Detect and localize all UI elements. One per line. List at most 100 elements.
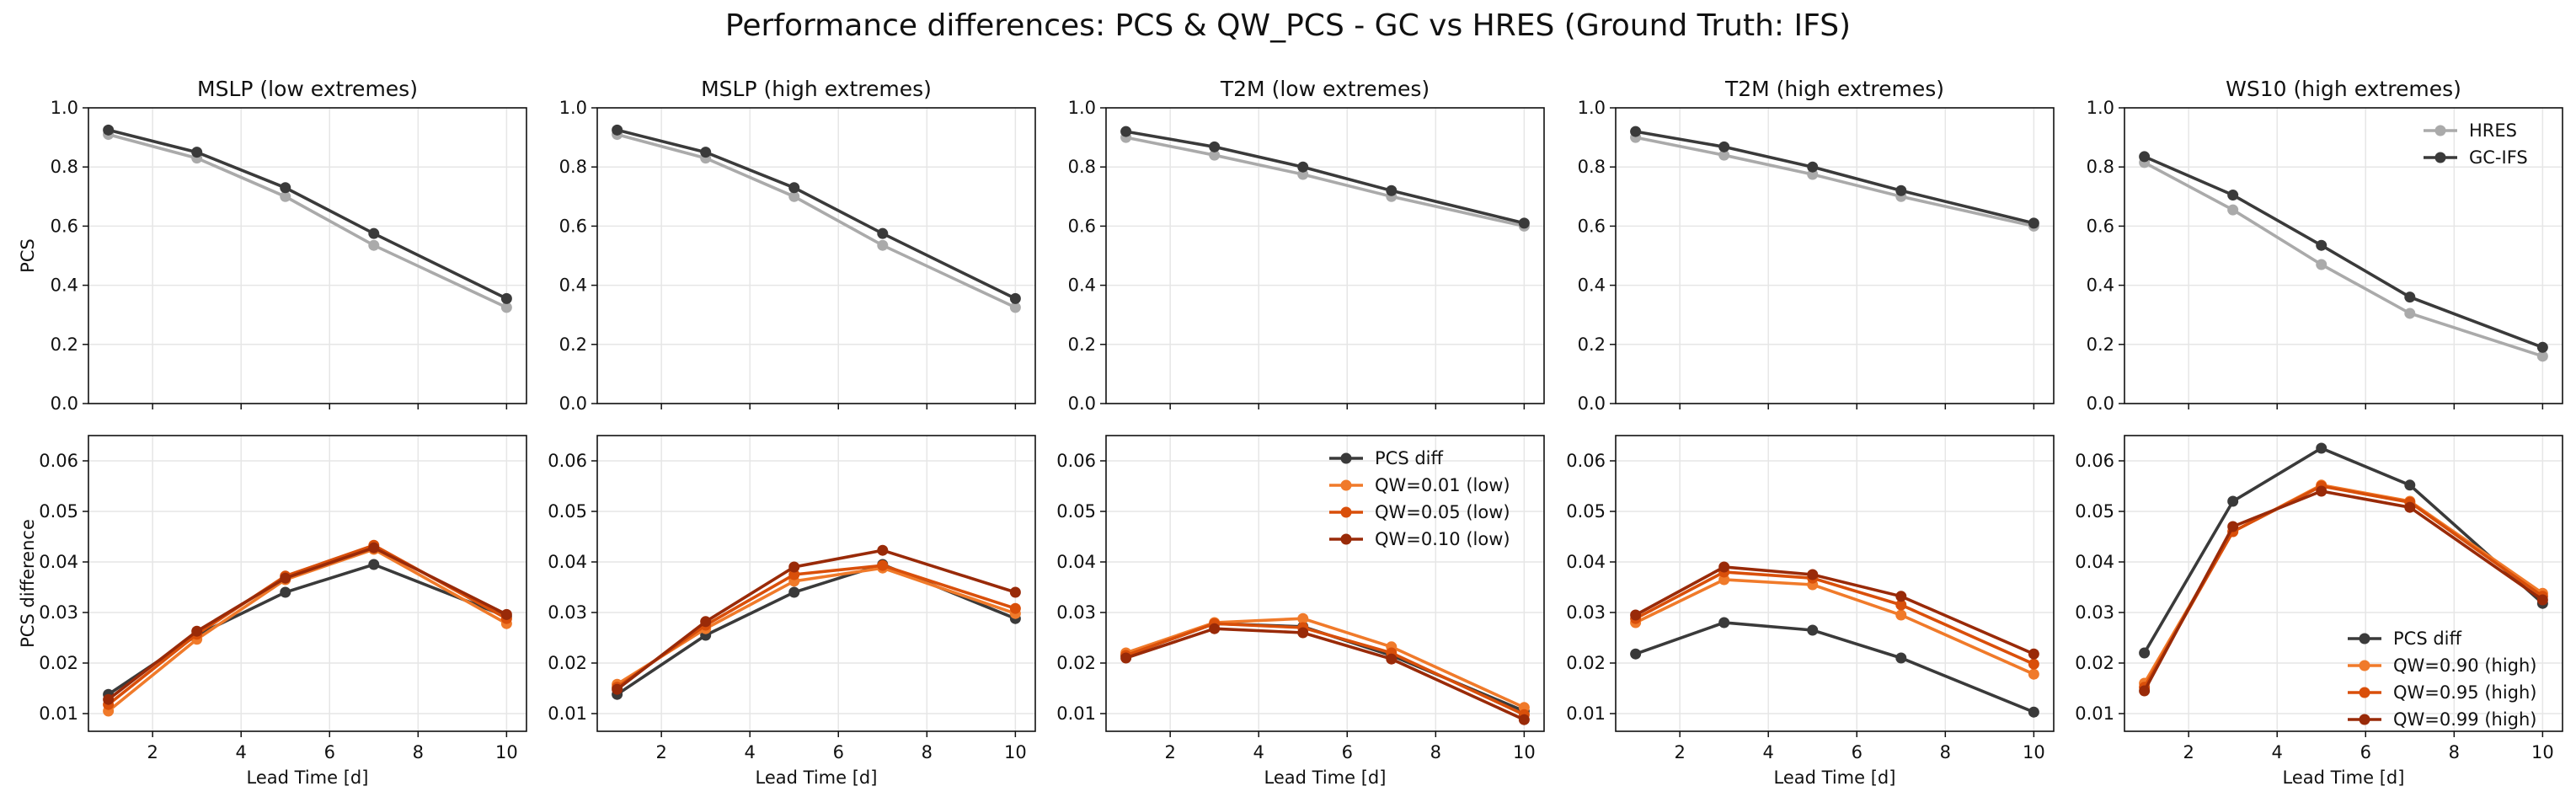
data-point-pcs_diff [2227, 495, 2239, 507]
x-tick-label: 6 [833, 742, 844, 762]
legend-swatch-marker [1340, 452, 1352, 464]
y-tick-label: 0.03 [39, 602, 78, 623]
data-point-qw2 [877, 559, 889, 571]
legend-entry-label: QW=0.05 (low) [1375, 502, 1510, 522]
x-tick-label: 10 [1004, 742, 1027, 762]
y-tick-label: 0.2 [51, 334, 78, 355]
series-line-qw3 [1125, 627, 1526, 721]
series-line-gc [1125, 130, 1525, 225]
data-point-gc [788, 182, 800, 194]
x-tick-label: 8 [413, 742, 424, 762]
data-point-gc [700, 147, 712, 158]
y-tick-label: 0.6 [2087, 216, 2114, 236]
data-point-gc [1386, 185, 1398, 196]
y-tick-label: 0.2 [1068, 334, 1096, 355]
data-point-qw3 [1718, 561, 1730, 573]
panel-top-4: 0.0 0.2 0.4 0.6 0.8 1.0 T2M (high extremes) [1578, 77, 2055, 414]
data-point-gc [2316, 239, 2327, 251]
legend-entry-label: QW=0.95 (high) [2393, 682, 2537, 703]
x-tick-label: 10 [2023, 742, 2045, 762]
data-point-gc [191, 147, 203, 158]
panel-bottom-3: 0.01 0.02 0.03 0.04 0.05 0.06 2 4 6 8 10 Lead Time … [1056, 435, 1545, 788]
data-point-hres [368, 239, 380, 251]
panel-top-1: 0.0 0.2 0.4 0.6 0.8 1.0 MSLP (low extremes) PCS [18, 77, 527, 414]
data-point-gc [1120, 126, 1132, 137]
data-point-qw2 [1895, 599, 1907, 611]
data-point-hres [788, 190, 800, 202]
data-point-qw3 [368, 542, 380, 554]
legend-entry-label: HRES [2469, 120, 2517, 141]
series-line-pcs_diff [616, 563, 1017, 696]
data-point-qw3 [103, 693, 115, 705]
y-tick-label: 0.6 [1578, 216, 1606, 236]
panel-title: WS10 (high extremes) [2226, 77, 2461, 101]
data-point-pcs_diff [1807, 624, 1819, 636]
data-point-qw3 [1120, 652, 1132, 664]
data-point-qw3 [191, 625, 203, 637]
y-tick-label: 0.04 [1566, 552, 1606, 572]
y-tick-label: 0.06 [1056, 451, 1096, 471]
data-point-qw3 [500, 608, 512, 620]
data-point-qw3 [877, 544, 889, 556]
legend-swatch-marker [1340, 506, 1352, 518]
legend-swatch-marker [2434, 152, 2446, 163]
x-tick-label: 2 [1674, 742, 1685, 762]
data-point-gc [2536, 341, 2548, 353]
legend-entry-label: QW=0.10 (low) [1375, 529, 1510, 549]
x-axis-label: Lead Time [d] [1264, 768, 1387, 788]
data-point-gc [1718, 141, 1730, 152]
data-point-qw3 [2316, 485, 2327, 497]
legend-entry-label: PCS diff [2393, 629, 2461, 649]
data-point-pcs_diff [1895, 652, 1907, 664]
legend-swatch-marker [1340, 533, 1352, 545]
y-tick-label: 1.0 [51, 98, 78, 118]
y-tick-label: 0.06 [548, 451, 587, 471]
legend: PCS diff QW=0.01 (low) QW=0.05 (low) QW=0.1… [1329, 448, 1510, 549]
series-line-qw1 [107, 548, 508, 713]
x-axis-label: Lead Time [d] [2283, 768, 2405, 788]
y-tick-label: 0.8 [1578, 157, 1606, 177]
panel-top-5: 0.0 0.2 0.4 0.6 0.8 1.0 WS10 (high extremes) HR… [2087, 77, 2563, 414]
y-tick-label: 0.6 [51, 216, 78, 236]
x-axis-label: Lead Time [d] [247, 768, 369, 788]
data-point-pcs_diff [1630, 648, 1642, 660]
data-point-pcs_diff [1718, 617, 1730, 629]
axes-frame [596, 107, 1036, 404]
data-point-qw3 [1386, 653, 1398, 665]
x-axis-label: Lead Time [d] [756, 768, 878, 788]
data-point-hres [280, 190, 291, 202]
x-tick-label: 2 [147, 742, 158, 762]
data-point-hres [2536, 350, 2548, 362]
y-tick-label: 0.0 [51, 393, 78, 414]
panel-bottom-2: 0.01 0.02 0.03 0.04 0.05 0.06 2 4 6 8 10 Lead Time … [548, 435, 1036, 788]
data-point-qw1 [2028, 668, 2039, 680]
legend-swatch-marker [2359, 714, 2370, 725]
panel-title: T2M (high extremes) [1724, 77, 1944, 101]
x-tick-label: 8 [2449, 742, 2460, 762]
panel-title: T2M (low extremes) [1220, 77, 1430, 101]
y-tick-label: 0.05 [1566, 501, 1606, 522]
legend-swatch-marker [2359, 687, 2370, 698]
x-tick-label: 2 [655, 742, 666, 762]
legend-entry-label: QW=0.99 (high) [2393, 709, 2537, 730]
axes-frame [1615, 107, 2055, 404]
x-tick-label: 4 [2272, 742, 2283, 762]
legend-entry-label: QW=0.90 (high) [2393, 655, 2537, 676]
y-tick-label: 0.01 [1056, 703, 1096, 724]
series-line-gc [108, 128, 508, 301]
data-point-pcs_diff [2404, 479, 2416, 491]
legend-entry-label: QW=0.01 (low) [1375, 475, 1510, 495]
data-point-qw3 [2404, 501, 2416, 513]
legend-entry-label: PCS diff [1375, 448, 1443, 468]
x-tick-label: 4 [236, 742, 247, 762]
y-tick-label: 1.0 [1578, 98, 1606, 118]
data-point-hres [1009, 302, 1021, 313]
y-tick-label: 0.04 [2075, 552, 2114, 572]
x-tick-label: 8 [922, 742, 933, 762]
x-tick-label: 8 [1940, 742, 1951, 762]
x-axis-label: Lead Time [d] [1774, 768, 1896, 788]
data-point-gc [612, 124, 623, 136]
data-point-pcs_diff [788, 586, 800, 598]
y-tick-label: 0.01 [2075, 703, 2114, 724]
series-line-gc [617, 128, 1017, 301]
